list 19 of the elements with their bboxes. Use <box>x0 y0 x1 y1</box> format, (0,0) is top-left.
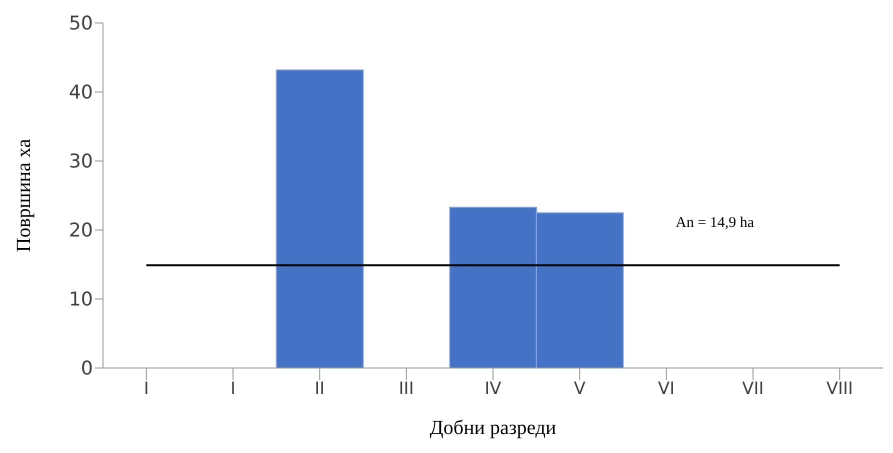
y-tick-label: 20 <box>68 220 93 242</box>
x-tick-label: II <box>314 379 325 400</box>
x-tick-label: VII <box>742 379 764 400</box>
y-tick-label: 10 <box>68 288 93 311</box>
x-tick-label: VIII <box>826 379 854 400</box>
y-tick-label: 0 <box>80 358 93 380</box>
x-tick-label: III <box>398 379 414 400</box>
x-tick-label: V <box>574 379 586 400</box>
x-tick-label: VI <box>658 379 675 400</box>
ref-line-label: An = 14,9 ha <box>676 215 754 232</box>
x-tick-label: I <box>144 379 149 400</box>
bar <box>276 69 364 368</box>
y-tick-label: 40 <box>68 82 93 104</box>
y-tick-label: 50 <box>68 12 93 35</box>
x-tick-label: IV <box>484 379 502 400</box>
y-tick-label: 30 <box>68 150 93 173</box>
x-tick-label: I <box>230 379 236 400</box>
y-axis-title: Површина ха <box>13 138 36 252</box>
x-axis-title: Добни разреди <box>430 417 557 439</box>
